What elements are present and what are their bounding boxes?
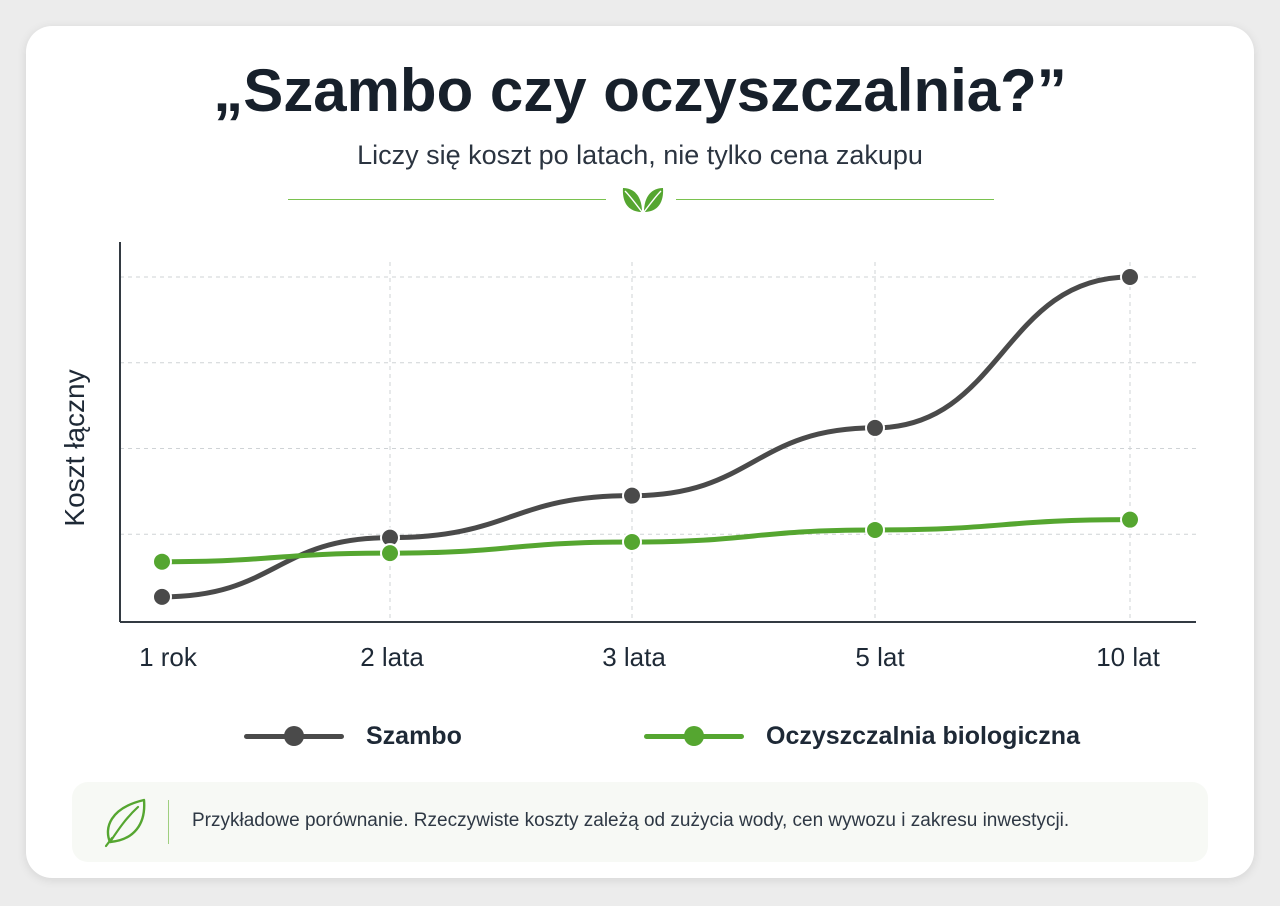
legend-label-oczyszczalnia: Oczyszczalnia biologiczna bbox=[766, 721, 1080, 750]
legend-label-szambo: Szambo bbox=[366, 721, 462, 750]
legend-swatch-szambo bbox=[244, 716, 344, 756]
series-line-1 bbox=[159, 517, 1133, 565]
legend-swatch-oczyszczalnia bbox=[644, 716, 744, 756]
leaf-outline-icon bbox=[104, 798, 146, 848]
series bbox=[152, 267, 1140, 607]
series-line-0 bbox=[159, 274, 1133, 600]
legend-marker-oczyszczalnia bbox=[684, 726, 704, 746]
footnote-box: Przykładowe porównanie. Rzeczywiste kosz… bbox=[72, 782, 1208, 862]
legend-item-szambo: Szambo bbox=[244, 716, 462, 756]
data-point bbox=[1120, 267, 1140, 287]
chart-card bbox=[26, 26, 1254, 878]
legend-marker-szambo bbox=[284, 726, 304, 746]
footnote-separator bbox=[168, 800, 169, 844]
data-point bbox=[1120, 509, 1140, 530]
divider-left bbox=[288, 199, 606, 200]
leaf-icon bbox=[622, 188, 664, 213]
divider-right bbox=[676, 199, 994, 200]
data-point bbox=[865, 519, 885, 540]
data-point bbox=[152, 586, 172, 607]
x-tick-label: 5 lat bbox=[855, 642, 905, 672]
footnote-text: Przykładowe porównanie. Rzeczywiste kosz… bbox=[192, 810, 1070, 831]
grid bbox=[120, 262, 1196, 622]
data-point bbox=[380, 543, 400, 564]
data-point bbox=[622, 531, 642, 552]
x-tick-labels: 1 rok 2 lata 3 lata 5 lat 10 lat bbox=[139, 642, 1160, 672]
y-axis-label: Koszt łączny bbox=[59, 369, 90, 526]
data-point bbox=[622, 485, 642, 506]
x-tick-label: 1 rok bbox=[139, 642, 198, 672]
data-point bbox=[865, 417, 885, 438]
chart-subtitle: Liczy się koszt po latach, nie tylko cen… bbox=[357, 140, 923, 170]
legend-item-oczyszczalnia: Oczyszczalnia biologiczna bbox=[644, 716, 1080, 756]
x-tick-label: 2 lata bbox=[360, 642, 424, 672]
x-tick-label: 10 lat bbox=[1096, 642, 1160, 672]
chart-title: „Szambo czy oczyszczalnia?” bbox=[213, 57, 1067, 124]
data-point bbox=[152, 551, 172, 572]
x-tick-label: 3 lata bbox=[602, 642, 666, 672]
